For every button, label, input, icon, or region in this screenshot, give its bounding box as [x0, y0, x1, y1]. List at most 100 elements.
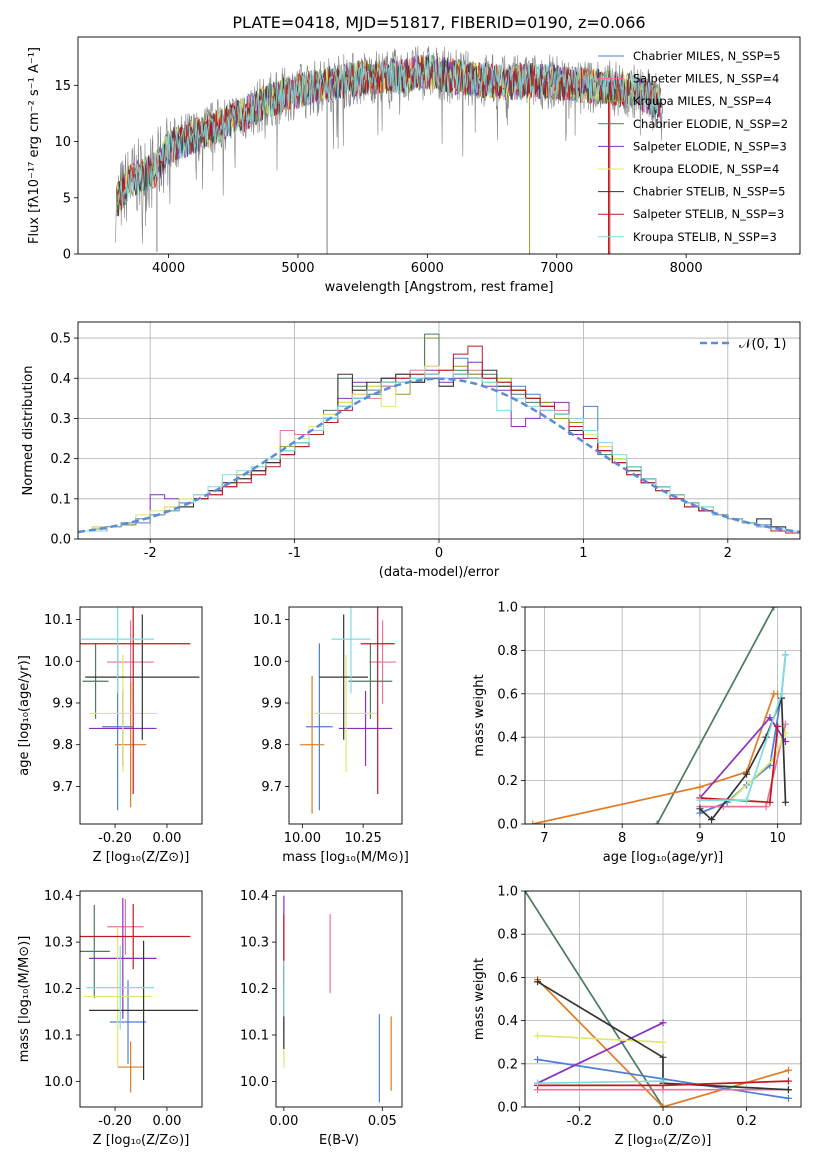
y-tick-label: 9.8 [52, 738, 73, 753]
x-tick-label: 9 [696, 831, 704, 846]
weight-marker-5 [659, 1038, 667, 1046]
weight-marker-8 [781, 651, 789, 659]
y-axis-label: Normed distribution [21, 366, 36, 496]
y-axis-label: mass weight [472, 674, 487, 756]
weight-marker-6 [696, 805, 704, 813]
plot-area [283, 895, 392, 1103]
y-tick-label: 0.5 [50, 332, 71, 347]
y-tick-label: 0.8 [497, 928, 518, 943]
chart-title: PLATE=0418, MJD=51817, FIBERID=0190, z=0… [232, 13, 645, 32]
weight-line-0 [656, 607, 775, 824]
y-tick-label: 1.0 [497, 885, 518, 900]
histogram-8 [78, 373, 800, 539]
x-tick-label: 0 [435, 546, 443, 561]
weight-marker-7 [784, 1077, 792, 1085]
weight-marker-0 [770, 607, 778, 611]
y-tick-label: 0.2 [497, 774, 518, 789]
plot-area [299, 607, 396, 814]
y-tick-label: 15 [54, 79, 71, 94]
axes-frame [77, 321, 801, 540]
metallicity-mass-panel: -0.20 0.00 10.0 10.1 10.2 10.3 10.4 Z [log₁₀(Z/… [17, 889, 203, 1148]
weight-marker-4 [766, 714, 774, 722]
y-tick-label: 5 [63, 191, 71, 206]
weight-marker-6 [708, 816, 716, 824]
axes-frame [275, 890, 403, 1108]
x-axis-label: Z [log₁₀(Z/Z⊙)] [93, 1133, 190, 1148]
y-axis-label: Flux [fλ10⁻¹⁷ erg cm⁻² s⁻¹ A⁻¹] [27, 47, 42, 244]
axes-frame [79, 606, 203, 825]
spectrum-panel: 4000 5000 6000 7000 8000 0 5 10 15 wavelength [An… [27, 13, 801, 295]
weight-marker-2 [534, 1055, 542, 1063]
metallicity-mass-weight-panel: -0.2 0.0 0.2 0.0 0.2 0.4 0.6 0.8 1.0 Z [log₁₀(Z/Z… [472, 885, 802, 1148]
y-tick-label: 0.4 [497, 1014, 518, 1029]
axes-frame [288, 606, 403, 825]
y-tick-label: 0.0 [497, 1101, 518, 1116]
x-axis-label: Z [log₁₀(Z/Z⊙)] [93, 850, 190, 865]
x-tick-label: 0.00 [269, 1114, 298, 1129]
y-tick-label: 10.0 [240, 1075, 269, 1090]
y-tick-label: 10.4 [240, 889, 269, 904]
y-tick-label: 9.7 [52, 780, 73, 795]
weight-marker-1 [529, 820, 537, 824]
legend-label-gaussian: 𝒩(0, 1) [739, 337, 786, 352]
x-tick-label: 4000 [152, 261, 185, 276]
plot-area [115, 45, 663, 254]
y-tick-label: 10.2 [240, 982, 269, 997]
x-tick-label: 10 [769, 831, 786, 846]
weight-marker-0 [653, 820, 661, 824]
y-tick-label: 0.0 [497, 818, 518, 833]
x-tick-label: 8 [618, 831, 626, 846]
gaussian-curve [78, 377, 800, 534]
x-axis-label: (data-model)/error [379, 565, 500, 580]
weight-marker-1 [784, 1066, 792, 1074]
x-tick-label: 2 [724, 546, 732, 561]
x-tick-label: 6000 [411, 261, 444, 276]
y-tick-label: 0.6 [497, 971, 518, 986]
weight-line-1 [532, 692, 778, 824]
y-tick-label: 9.7 [261, 780, 282, 795]
x-tick-label: 5000 [281, 261, 314, 276]
y-tick-label: 9.9 [261, 696, 282, 711]
x-tick-label: 0.05 [368, 1114, 397, 1129]
y-tick-label: 0.0 [50, 533, 71, 548]
legend-label-5: Kroupa ELODIE, N_SSP=4 [633, 162, 779, 176]
y-tick-label: 10.1 [240, 1029, 269, 1044]
legend-label-7: Salpeter STELIB, N_SSP=3 [633, 207, 784, 221]
weight-marker-8 [696, 796, 704, 804]
weight-marker-8 [743, 796, 751, 804]
mass-age-panel: 10.00 10.25 9.7 9.8 9.9 10.0 10.1 mass [log₁₀(M… [253, 606, 409, 865]
y-tick-label: 0 [63, 248, 71, 263]
weight-marker-6 [534, 978, 542, 986]
x-axis-label: mass [log₁₀(M/M⊙)] [282, 850, 409, 865]
x-tick-label: 0.00 [152, 831, 181, 846]
legend-label-1: Salpeter MILES, N_SSP=4 [633, 72, 779, 86]
x-axis-label: E(B-V) [319, 1133, 359, 1148]
x-tick-label: 7 [540, 831, 548, 846]
legend-label-6: Chabrier STELIB, N_SSP=5 [633, 185, 785, 199]
y-tick-label: 10.1 [253, 613, 282, 628]
y-tick-label: 10.3 [240, 936, 269, 951]
plot-area [529, 607, 789, 824]
weight-marker-6 [659, 1053, 667, 1061]
residual-histogram-panel: -2 -1 0 1 2 0.0 0.1 0.2 0.3 0.4 0.5 (data-model)/er… [21, 321, 801, 580]
plot-area [80, 897, 199, 1093]
legend-label-4: Salpeter ELODIE, N_SSP=3 [633, 139, 787, 153]
y-tick-label: 10.1 [44, 613, 73, 628]
weight-line-4 [699, 716, 787, 799]
weight-marker-8 [778, 690, 786, 698]
y-tick-label: 9.8 [261, 738, 282, 753]
y-axis-label: mass [log₁₀(M/M⊙)] [17, 936, 32, 1063]
x-tick-label: 0.2 [736, 1114, 757, 1129]
y-axis-label: age [log₁₀(age/yr)] [17, 655, 32, 776]
y-tick-label: 1.0 [497, 601, 518, 616]
weight-marker-7 [774, 722, 782, 730]
plot-area [80, 607, 200, 811]
weight-marker-3 [762, 803, 770, 811]
extinction-mass-panel: 0.00 0.05 10.0 10.1 10.2 10.3 10.4 E(B-V) [240, 889, 403, 1148]
axes-frame [79, 890, 203, 1108]
metallicity-age-panel: -0.20 0.00 9.7 9.8 9.9 10.0 10.1 Z [log₁₀(Z/Z⊙)… [17, 606, 203, 865]
y-tick-label: 10.4 [44, 889, 73, 904]
x-tick-label: -0.20 [98, 1114, 132, 1129]
x-tick-label: 0.0 [653, 1114, 674, 1129]
x-tick-label: 10.00 [284, 831, 321, 846]
